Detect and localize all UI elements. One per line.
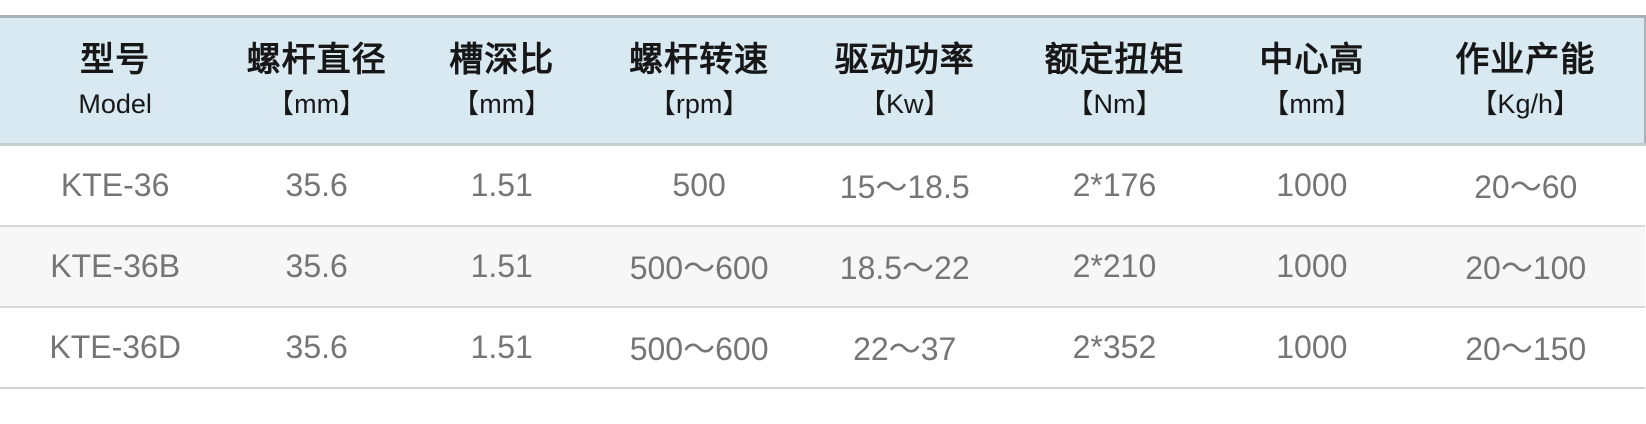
cell-screw-diameter: 35.6 — [230, 305, 404, 389]
column-title: 中心高 — [1259, 41, 1365, 80]
column-unit: 【mm】 — [1262, 89, 1362, 120]
cell-output-capacity: 20～60 — [1474, 169, 1578, 206]
cell-output-capacity: 20～150 — [1406, 305, 1645, 389]
cell-screw-speed: 500 — [672, 166, 726, 203]
column-unit: Model — [78, 89, 152, 120]
cell-screw-speed: 500～600 — [600, 224, 798, 307]
cell-groove-depth-ratio: 1.51 — [470, 166, 533, 203]
spec-table-body: KTE-36 35.6 1.51 500 15～18.5 2*176 1000 … — [0, 144, 1645, 389]
cell-model: KTE-36D — [0, 305, 231, 389]
cell-center-height: 1000 — [1276, 166, 1348, 203]
cell-output-capacity: 20～100 — [1406, 224, 1645, 307]
column-title: 螺杆直径 — [246, 41, 387, 80]
column-title: 槽深比 — [449, 41, 555, 80]
column-title: 作业产能 — [1455, 41, 1596, 80]
cell-screw-diameter: 35.6 — [285, 166, 348, 203]
cell-screw-diameter: 35.6 — [230, 224, 404, 307]
header-cell-drive-power: 驱动功率 【Kw】 — [797, 15, 1012, 146]
cell-drive-power: 15～18.5 — [839, 169, 970, 206]
header-cell-output-capacity: 作业产能 【Kg/h】 — [1406, 15, 1646, 146]
cell-screw-speed: 500～600 — [600, 305, 798, 389]
cell-rated-torque: 2*210 — [1011, 224, 1218, 307]
table-row-kte-36: KTE-36 35.6 1.51 500 15～18.5 2*176 1000 … — [0, 144, 1645, 226]
cell-center-height: 1000 — [1217, 305, 1407, 389]
product-spec-table: 型号 Model 螺杆直径 【mm】 槽深比 【mm】 螺杆转速 【rpm】 驱… — [0, 15, 1646, 389]
header-cell-rated-torque: 额定扭矩 【Nm】 — [1011, 15, 1218, 146]
cell-rated-torque: 2*176 — [1072, 166, 1157, 203]
column-unit: 【rpm】 — [648, 89, 750, 120]
cell-drive-power: 18.5～22 — [797, 224, 1012, 307]
column-unit: 【Nm】 — [1066, 89, 1163, 120]
cell-model: KTE-36 — [60, 166, 170, 203]
cell-center-height: 1000 — [1217, 224, 1407, 307]
column-unit: 【mm】 — [452, 89, 552, 120]
column-title: 型号 — [80, 41, 151, 80]
table-row-kte-36b: KTE-36B 35.6 1.51 500～600 18.5～22 2*210 … — [0, 224, 1645, 307]
column-unit: 【Kw】 — [858, 89, 951, 120]
column-title: 额定扭矩 — [1044, 41, 1185, 80]
cell-drive-power: 22～37 — [797, 305, 1012, 389]
header-cell-screw-diameter: 螺杆直径 【mm】 — [230, 15, 404, 146]
header-cell-model: 型号 Model — [0, 15, 231, 146]
header-cell-screw-speed: 螺杆转速 【rpm】 — [600, 15, 798, 146]
column-title: 驱动功率 — [834, 41, 975, 80]
header-row: 型号 Model 螺杆直径 【mm】 槽深比 【mm】 螺杆转速 【rpm】 驱… — [0, 15, 1646, 146]
cell-rated-torque: 2*352 — [1011, 305, 1218, 389]
column-unit: 【Kg/h】 — [1470, 89, 1580, 120]
table-row-kte-36d: KTE-36D 35.6 1.51 500～600 22～37 2*352 10… — [0, 305, 1645, 389]
cell-groove-depth-ratio: 1.51 — [403, 224, 601, 307]
cell-model: KTE-36B — [0, 224, 231, 307]
cell-groove-depth-ratio: 1.51 — [403, 305, 601, 389]
header-cell-groove-depth-ratio: 槽深比 【mm】 — [403, 15, 601, 146]
header-cell-center-height: 中心高 【mm】 — [1217, 15, 1407, 146]
spec-table-header: 型号 Model 螺杆直径 【mm】 槽深比 【mm】 螺杆转速 【rpm】 驱… — [0, 15, 1646, 146]
column-unit: 【mm】 — [267, 89, 367, 120]
column-title: 螺杆转速 — [629, 41, 770, 80]
